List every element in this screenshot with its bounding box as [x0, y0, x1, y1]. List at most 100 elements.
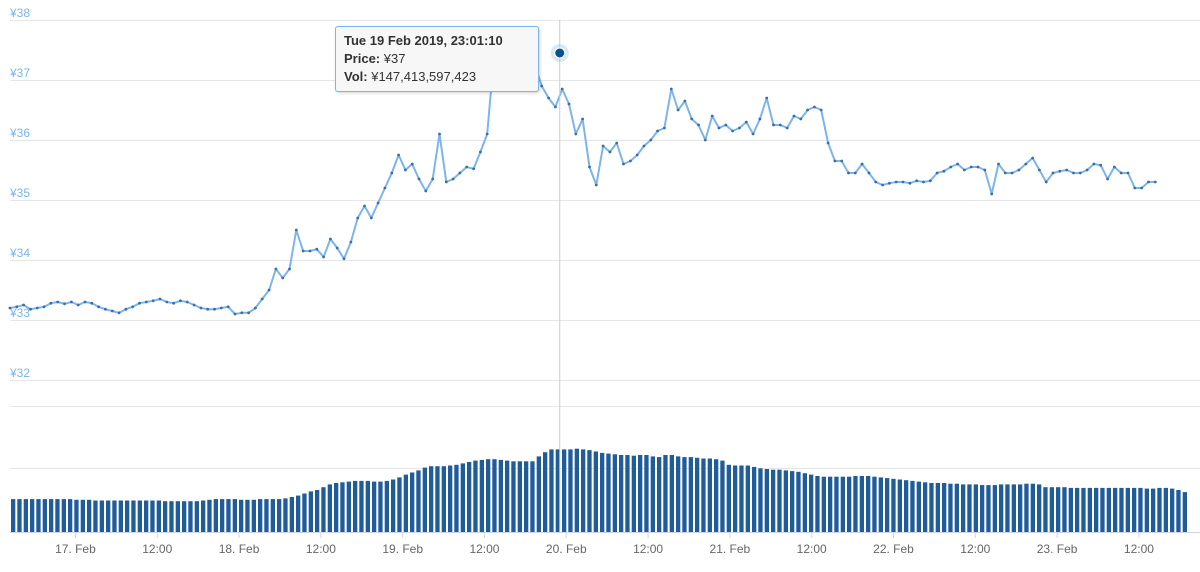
- price-point: [860, 162, 864, 166]
- price-point: [540, 84, 544, 88]
- volume-bar: [783, 470, 788, 532]
- volume-bar: [714, 459, 719, 532]
- price-point: [1038, 168, 1041, 172]
- price-tick-label: ¥37: [9, 66, 30, 80]
- volume-bar: [1011, 484, 1016, 532]
- volume-bar: [878, 477, 883, 532]
- price-point: [819, 108, 823, 112]
- price-point: [117, 311, 121, 315]
- grid-lines: [10, 20, 1200, 533]
- volume-bar: [391, 479, 396, 532]
- price-point: [390, 171, 394, 175]
- volume-bar: [435, 466, 440, 532]
- volume-bar: [378, 481, 383, 532]
- price-point: [663, 126, 666, 130]
- volume-bar: [68, 499, 73, 532]
- volume-bar: [1138, 487, 1143, 532]
- volume-bar: [163, 501, 168, 532]
- x-tick-label: 12:00: [1124, 542, 1154, 556]
- price-point: [138, 301, 141, 305]
- volume-bar: [283, 498, 288, 532]
- volume-bar: [764, 469, 769, 532]
- price-point: [131, 305, 135, 309]
- price-point: [1153, 180, 1157, 184]
- volume-bar: [625, 455, 630, 532]
- price-point: [881, 183, 884, 187]
- volume-bar: [194, 501, 199, 532]
- price-point: [213, 307, 216, 311]
- price-point: [315, 247, 319, 251]
- volume-bar: [929, 483, 934, 532]
- volume-bar: [688, 457, 693, 532]
- price-point: [1051, 171, 1055, 175]
- volume-bar: [809, 474, 814, 532]
- price-point: [97, 305, 100, 309]
- price-point: [124, 307, 128, 311]
- price-point: [717, 126, 721, 130]
- volume-bar: [923, 482, 928, 532]
- price-point: [260, 297, 264, 301]
- volume-bar: [1056, 487, 1061, 532]
- tooltip-vol-label: Vol:: [344, 69, 368, 84]
- volume-bar: [777, 469, 782, 532]
- volume-bar: [321, 487, 326, 532]
- price-tick-label: ¥35: [9, 186, 30, 200]
- price-point: [1058, 169, 1062, 173]
- price-point: [1147, 180, 1150, 184]
- volume-bar: [334, 483, 339, 532]
- volume-bar: [467, 462, 472, 532]
- volume-bar: [581, 449, 586, 532]
- volume-bar: [460, 463, 465, 532]
- price-point: [342, 257, 346, 261]
- volume-bar: [897, 479, 902, 532]
- price-point: [554, 105, 557, 109]
- volume-bar: [600, 452, 605, 532]
- tooltip-price-label: Price:: [344, 51, 381, 66]
- price-point: [847, 171, 850, 175]
- price-point: [649, 138, 653, 142]
- price-point: [29, 307, 32, 311]
- volume-bar: [663, 455, 668, 532]
- volume-bar: [828, 476, 833, 532]
- volume-bar: [853, 476, 858, 532]
- price-point: [1092, 162, 1096, 166]
- price-point: [942, 169, 946, 173]
- price-point: [369, 216, 373, 220]
- volume-bar: [1119, 487, 1124, 532]
- price-point: [472, 167, 475, 171]
- volume-bar: [942, 483, 947, 532]
- price-point: [574, 132, 578, 136]
- price-tick-label: ¥36: [9, 126, 30, 140]
- volume-bar: [992, 485, 997, 532]
- volume-bar: [11, 499, 16, 532]
- price-point: [588, 165, 591, 169]
- volume-bar: [1037, 484, 1042, 532]
- price-tick-label: ¥33: [9, 306, 30, 320]
- price-point: [731, 129, 734, 133]
- volume-bar: [1176, 490, 1181, 532]
- volume-bar: [239, 499, 244, 532]
- price-point: [724, 123, 728, 127]
- price-tick-label: ¥34: [9, 246, 30, 260]
- volume-bar: [1106, 487, 1111, 532]
- volume-bar: [910, 480, 915, 532]
- price-point: [901, 180, 905, 184]
- volume-bar: [650, 456, 655, 532]
- price-point: [867, 171, 871, 175]
- price-point: [997, 162, 1000, 166]
- volume-bar: [36, 499, 41, 532]
- volume-bar: [220, 499, 225, 532]
- price-point: [751, 132, 755, 136]
- x-tick-label: 12:00: [469, 542, 499, 556]
- price-point: [376, 201, 380, 205]
- volume-bar: [904, 480, 909, 532]
- volume-bar: [201, 500, 206, 532]
- price-point: [888, 181, 891, 185]
- volume-bar: [74, 499, 79, 532]
- volume-bar: [137, 500, 142, 532]
- volume-bar: [1157, 487, 1162, 532]
- volume-bar: [289, 497, 294, 532]
- volume-bar: [327, 484, 332, 532]
- volume-bar: [150, 500, 155, 532]
- volume-bar: [1125, 487, 1130, 532]
